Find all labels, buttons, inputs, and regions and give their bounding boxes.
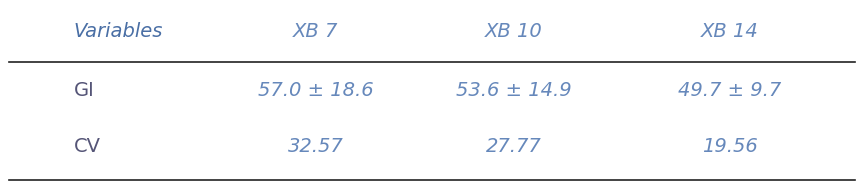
Text: 27.77: 27.77 xyxy=(486,137,542,156)
Text: 19.56: 19.56 xyxy=(702,137,758,156)
Text: XB 10: XB 10 xyxy=(486,22,543,42)
Text: 49.7 ± 9.7: 49.7 ± 9.7 xyxy=(678,81,782,100)
Text: GI: GI xyxy=(73,81,94,100)
Text: XB 7: XB 7 xyxy=(293,22,338,42)
Text: 53.6 ± 14.9: 53.6 ± 14.9 xyxy=(456,81,572,100)
Text: 57.0 ± 18.6: 57.0 ± 18.6 xyxy=(257,81,373,100)
Text: 32.57: 32.57 xyxy=(288,137,343,156)
Text: XB 14: XB 14 xyxy=(702,22,759,42)
Text: CV: CV xyxy=(73,137,100,156)
Text: Variables: Variables xyxy=(73,22,162,42)
